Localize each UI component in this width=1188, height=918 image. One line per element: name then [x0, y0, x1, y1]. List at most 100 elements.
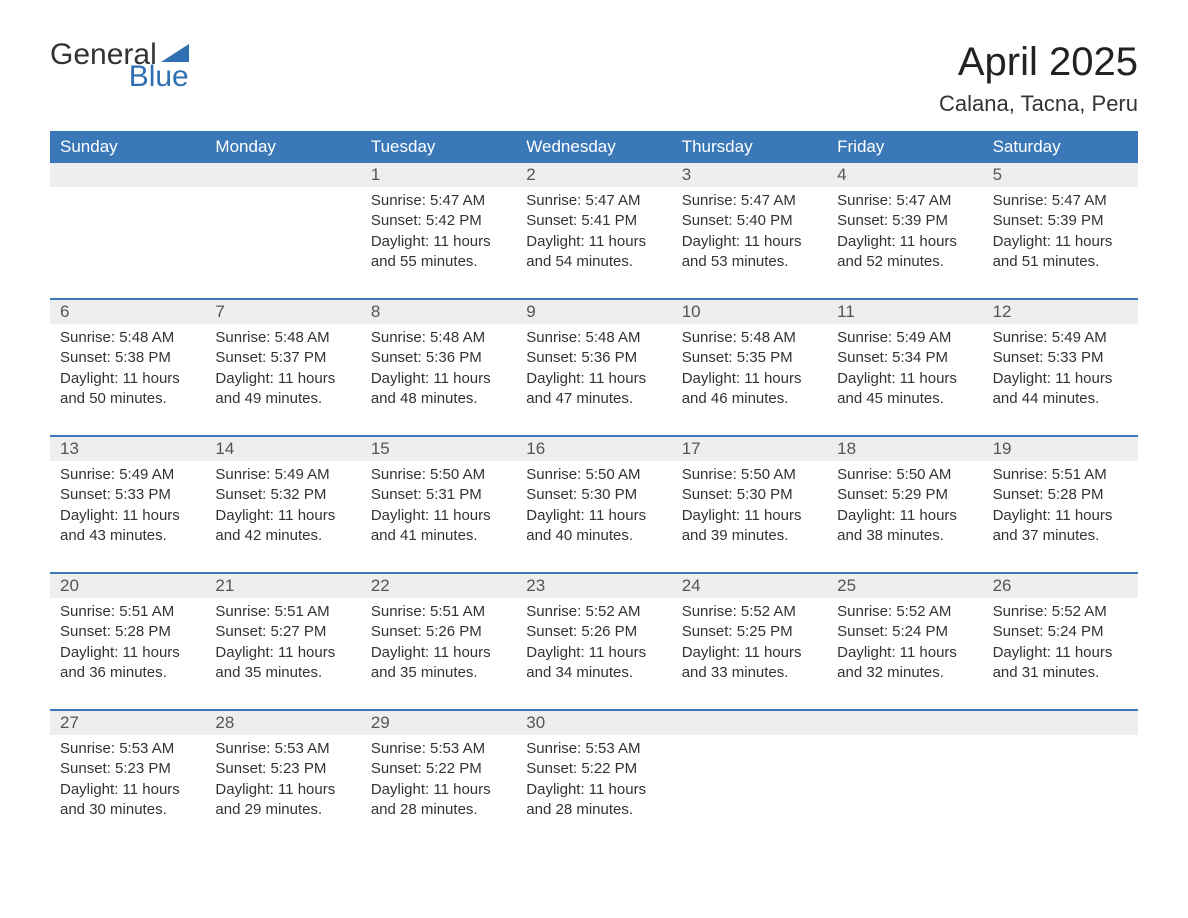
sunrise-line: Sunrise: 5:51 AM: [993, 465, 1128, 485]
sunset-line: Sunset: 5:25 PM: [682, 622, 817, 642]
day-number: [205, 163, 360, 187]
day-number: 29: [361, 711, 516, 735]
daylight-line: Daylight: 11 hours and 32 minutes.: [837, 643, 972, 684]
day-number: 27: [50, 711, 205, 735]
sunset-line: Sunset: 5:34 PM: [837, 348, 972, 368]
daylight-line: Daylight: 11 hours and 28 minutes.: [371, 780, 506, 821]
daylight-line: Daylight: 11 hours and 41 minutes.: [371, 506, 506, 547]
day-cell: Sunrise: 5:50 AMSunset: 5:30 PMDaylight:…: [516, 461, 671, 546]
day-number: 5: [983, 163, 1138, 187]
sunrise-line: Sunrise: 5:50 AM: [837, 465, 972, 485]
daylight-line: Daylight: 11 hours and 39 minutes.: [682, 506, 817, 547]
sunset-line: Sunset: 5:30 PM: [682, 485, 817, 505]
daylight-line: Daylight: 11 hours and 54 minutes.: [526, 232, 661, 273]
sunset-line: Sunset: 5:22 PM: [526, 759, 661, 779]
day-number-strip: 27282930: [50, 711, 1138, 735]
day-cell: [205, 187, 360, 272]
sunrise-line: Sunrise: 5:53 AM: [526, 739, 661, 759]
sunset-line: Sunset: 5:30 PM: [526, 485, 661, 505]
sunset-line: Sunset: 5:39 PM: [993, 211, 1128, 231]
sunrise-line: Sunrise: 5:47 AM: [526, 191, 661, 211]
day-cell: Sunrise: 5:49 AMSunset: 5:32 PMDaylight:…: [205, 461, 360, 546]
calendar: SundayMondayTuesdayWednesdayThursdayFrid…: [50, 131, 1138, 846]
sunrise-line: Sunrise: 5:48 AM: [215, 328, 350, 348]
brand-word-2: Blue: [129, 62, 189, 92]
day-number: 2: [516, 163, 671, 187]
day-cell: Sunrise: 5:49 AMSunset: 5:33 PMDaylight:…: [50, 461, 205, 546]
sunrise-line: Sunrise: 5:53 AM: [371, 739, 506, 759]
week-row: 6789101112Sunrise: 5:48 AMSunset: 5:38 P…: [50, 298, 1138, 435]
day-cell: Sunrise: 5:52 AMSunset: 5:24 PMDaylight:…: [827, 598, 982, 683]
daylight-line: Daylight: 11 hours and 42 minutes.: [215, 506, 350, 547]
day-cell: [672, 735, 827, 820]
sail-icon: [161, 44, 189, 62]
day-cell: Sunrise: 5:52 AMSunset: 5:25 PMDaylight:…: [672, 598, 827, 683]
daylight-line: Daylight: 11 hours and 43 minutes.: [60, 506, 195, 547]
sunrise-line: Sunrise: 5:52 AM: [993, 602, 1128, 622]
day-cell: Sunrise: 5:52 AMSunset: 5:26 PMDaylight:…: [516, 598, 671, 683]
dow-cell: Sunday: [50, 131, 205, 163]
day-number: 25: [827, 574, 982, 598]
sunrise-line: Sunrise: 5:47 AM: [837, 191, 972, 211]
day-cell: Sunrise: 5:47 AMSunset: 5:41 PMDaylight:…: [516, 187, 671, 272]
sunrise-line: Sunrise: 5:53 AM: [60, 739, 195, 759]
sunset-line: Sunset: 5:31 PM: [371, 485, 506, 505]
sunrise-line: Sunrise: 5:47 AM: [682, 191, 817, 211]
sunrise-line: Sunrise: 5:50 AM: [526, 465, 661, 485]
dow-cell: Saturday: [983, 131, 1138, 163]
week-row: 20212223242526Sunrise: 5:51 AMSunset: 5:…: [50, 572, 1138, 709]
day-body-row: Sunrise: 5:51 AMSunset: 5:28 PMDaylight:…: [50, 598, 1138, 709]
sunrise-line: Sunrise: 5:48 AM: [60, 328, 195, 348]
header: General Blue April 2025 Calana, Tacna, P…: [50, 40, 1138, 117]
dow-cell: Friday: [827, 131, 982, 163]
sunset-line: Sunset: 5:42 PM: [371, 211, 506, 231]
dow-cell: Wednesday: [516, 131, 671, 163]
day-number: 30: [516, 711, 671, 735]
sunset-line: Sunset: 5:22 PM: [371, 759, 506, 779]
daylight-line: Daylight: 11 hours and 45 minutes.: [837, 369, 972, 410]
sunrise-line: Sunrise: 5:48 AM: [682, 328, 817, 348]
day-body-row: Sunrise: 5:49 AMSunset: 5:33 PMDaylight:…: [50, 461, 1138, 572]
location-subtitle: Calana, Tacna, Peru: [939, 91, 1138, 117]
day-cell: Sunrise: 5:48 AMSunset: 5:36 PMDaylight:…: [516, 324, 671, 409]
daylight-line: Daylight: 11 hours and 33 minutes.: [682, 643, 817, 684]
day-body-row: Sunrise: 5:53 AMSunset: 5:23 PMDaylight:…: [50, 735, 1138, 846]
daylight-line: Daylight: 11 hours and 48 minutes.: [371, 369, 506, 410]
day-cell: Sunrise: 5:50 AMSunset: 5:29 PMDaylight:…: [827, 461, 982, 546]
daylight-line: Daylight: 11 hours and 50 minutes.: [60, 369, 195, 410]
daylight-line: Daylight: 11 hours and 49 minutes.: [215, 369, 350, 410]
day-cell: Sunrise: 5:48 AMSunset: 5:37 PMDaylight:…: [205, 324, 360, 409]
sunset-line: Sunset: 5:39 PM: [837, 211, 972, 231]
sunset-line: Sunset: 5:24 PM: [993, 622, 1128, 642]
week-row: 12345Sunrise: 5:47 AMSunset: 5:42 PMDayl…: [50, 163, 1138, 298]
day-cell: Sunrise: 5:48 AMSunset: 5:35 PMDaylight:…: [672, 324, 827, 409]
day-body-row: Sunrise: 5:48 AMSunset: 5:38 PMDaylight:…: [50, 324, 1138, 435]
daylight-line: Daylight: 11 hours and 34 minutes.: [526, 643, 661, 684]
dow-cell: Thursday: [672, 131, 827, 163]
day-number: 26: [983, 574, 1138, 598]
day-number: 24: [672, 574, 827, 598]
daylight-line: Daylight: 11 hours and 28 minutes.: [526, 780, 661, 821]
sunrise-line: Sunrise: 5:47 AM: [993, 191, 1128, 211]
day-number: 13: [50, 437, 205, 461]
daylight-line: Daylight: 11 hours and 52 minutes.: [837, 232, 972, 273]
sunset-line: Sunset: 5:33 PM: [60, 485, 195, 505]
day-number: 20: [50, 574, 205, 598]
daylight-line: Daylight: 11 hours and 36 minutes.: [60, 643, 195, 684]
brand-logo: General Blue: [50, 40, 189, 92]
month-title: April 2025: [939, 40, 1138, 85]
sunset-line: Sunset: 5:27 PM: [215, 622, 350, 642]
day-number: 28: [205, 711, 360, 735]
sunset-line: Sunset: 5:36 PM: [371, 348, 506, 368]
week-row: 27282930Sunrise: 5:53 AMSunset: 5:23 PMD…: [50, 709, 1138, 846]
sunrise-line: Sunrise: 5:49 AM: [60, 465, 195, 485]
day-number: 3: [672, 163, 827, 187]
day-cell: Sunrise: 5:48 AMSunset: 5:36 PMDaylight:…: [361, 324, 516, 409]
sunset-line: Sunset: 5:24 PM: [837, 622, 972, 642]
day-number-strip: 20212223242526: [50, 574, 1138, 598]
day-cell: Sunrise: 5:50 AMSunset: 5:30 PMDaylight:…: [672, 461, 827, 546]
day-number: 6: [50, 300, 205, 324]
sunset-line: Sunset: 5:26 PM: [371, 622, 506, 642]
day-cell: Sunrise: 5:52 AMSunset: 5:24 PMDaylight:…: [983, 598, 1138, 683]
sunrise-line: Sunrise: 5:52 AM: [837, 602, 972, 622]
